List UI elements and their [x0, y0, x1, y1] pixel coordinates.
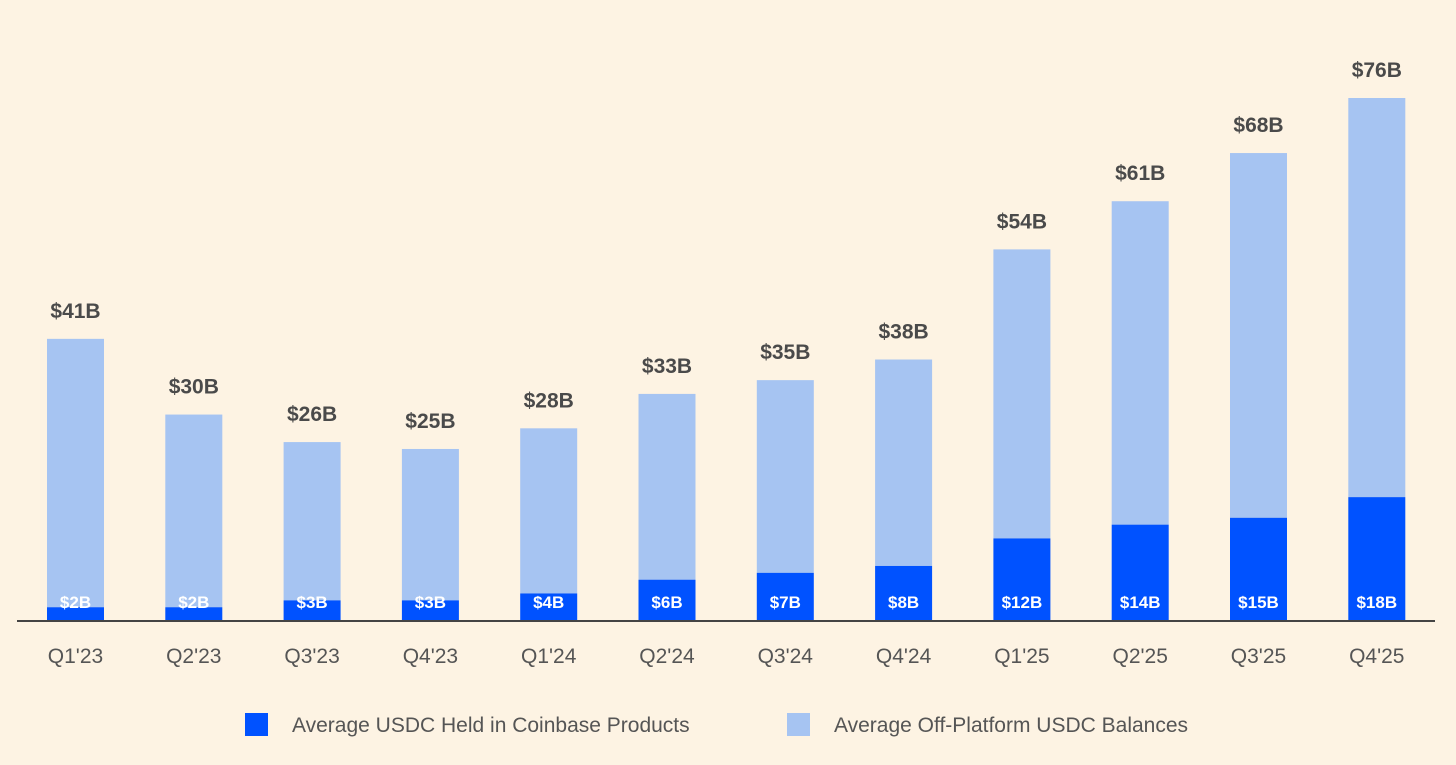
- bar-held: [165, 607, 223, 621]
- bar-held: [638, 579, 696, 621]
- bar-held: [993, 538, 1051, 621]
- held-value-label: $4B: [533, 593, 564, 612]
- x-tick-label: Q4'23: [403, 645, 458, 668]
- bar-held: [875, 565, 933, 621]
- total-label: $30B: [169, 376, 219, 399]
- held-value-label: $6B: [651, 593, 682, 612]
- x-tick-label: Q2'23: [166, 645, 221, 668]
- legend-label-off-platform: Average Off-Platform USDC Balances: [834, 714, 1188, 737]
- x-tick-label: Q4'24: [876, 645, 932, 668]
- legend: Average USDC Held in Coinbase Products A…: [245, 713, 1188, 737]
- bar-off-platform: [1230, 153, 1287, 518]
- total-label: $35B: [760, 341, 810, 364]
- x-tick-label: Q2'25: [1113, 645, 1168, 668]
- total-label: $25B: [405, 410, 455, 433]
- x-tick-label: Q2'24: [639, 645, 695, 668]
- bar-held: [283, 600, 341, 621]
- bar-off-platform: [875, 359, 933, 566]
- bar-off-platform: [165, 414, 223, 608]
- total-label: $38B: [878, 321, 928, 344]
- x-tick-label: Q1'25: [994, 645, 1049, 668]
- bar-held: [1230, 517, 1287, 621]
- x-tick-label: Q4'25: [1349, 645, 1404, 668]
- total-label: $76B: [1352, 59, 1402, 82]
- held-value-label: $8B: [888, 593, 919, 612]
- held-value-label: $2B: [178, 593, 209, 612]
- held-value-label: $2B: [60, 593, 91, 612]
- held-value-label: $15B: [1238, 593, 1279, 612]
- total-label: $41B: [50, 300, 100, 323]
- x-tick-label: Q1'24: [521, 645, 577, 668]
- bar-off-platform: [47, 338, 104, 608]
- total-label: $61B: [1115, 162, 1165, 185]
- held-value-label: $14B: [1120, 593, 1161, 612]
- x-tick-label: Q3'23: [284, 645, 339, 668]
- bar-held: [401, 600, 459, 621]
- total-label: $28B: [524, 389, 574, 412]
- bar-held: [1348, 497, 1406, 621]
- bar-off-platform: [520, 428, 578, 594]
- legend-label-held: Average USDC Held in Coinbase Products: [292, 714, 690, 737]
- held-value-label: $18B: [1356, 593, 1397, 612]
- bar-held: [756, 572, 814, 621]
- total-label: $26B: [287, 403, 337, 426]
- bar-off-platform: [1348, 98, 1406, 498]
- x-tick-label: Q1'23: [48, 645, 103, 668]
- bar-off-platform: [283, 442, 341, 601]
- total-label: $68B: [1233, 114, 1283, 137]
- held-value-label: $3B: [415, 593, 446, 612]
- bar-off-platform: [993, 249, 1051, 539]
- bar-off-platform: [401, 448, 459, 601]
- total-label: $33B: [642, 355, 692, 378]
- bar-off-platform: [756, 380, 814, 573]
- x-tick-label: Q3'24: [758, 645, 814, 668]
- bar-held: [1111, 524, 1169, 621]
- legend-swatch-held: [245, 713, 268, 736]
- x-tick-label: Q3'25: [1231, 645, 1286, 668]
- bar-off-platform: [1111, 201, 1169, 525]
- held-value-label: $3B: [297, 593, 328, 612]
- bar-held: [520, 593, 578, 621]
- legend-swatch-off-platform: [787, 713, 810, 736]
- held-value-label: $7B: [770, 593, 801, 612]
- bar-held: [47, 607, 104, 621]
- total-label: $54B: [997, 210, 1047, 233]
- bar-off-platform: [638, 393, 696, 580]
- held-value-label: $12B: [1002, 593, 1043, 612]
